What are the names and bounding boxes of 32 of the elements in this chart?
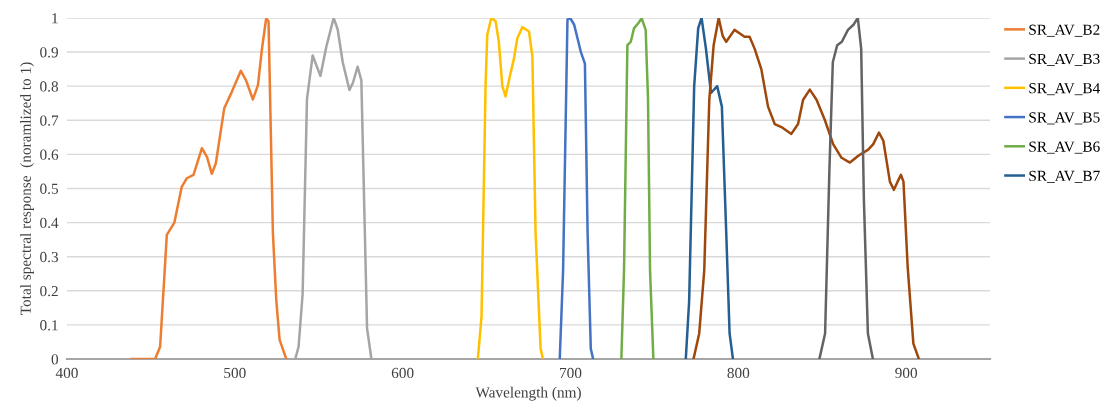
x-tick-label: 500 [224,367,246,379]
legend-label: SR_AV_B5 [1029,112,1100,125]
line-series [818,17,875,360]
x-tick-label: 400 [55,367,78,379]
legend-label: SR_AV_B3 [1029,53,1100,66]
legend-label: SR_AV_B6 [1029,141,1100,154]
y-tick-label: 0.8 [40,81,59,92]
line-series [130,17,288,360]
line-series [620,17,655,360]
x-tick-label: 900 [895,367,918,379]
y-tick-label: 0.7 [40,115,59,126]
y-tick-label: 0.2 [40,285,58,297]
y-tick-label: 0.9 [40,47,58,58]
legend-label: SR_AV_B4 [1029,83,1100,96]
line-series [692,17,921,360]
y-tick-label: 0 [51,354,59,365]
legend-label: SR_AV_B2 [1029,24,1100,37]
y-tick-label: 0.4 [40,217,59,229]
y-tick-label: 0.3 [40,251,59,263]
line-series [684,17,735,360]
y-tick-label: 0.1 [40,320,58,331]
x-tick-label: 600 [391,367,414,379]
y-tick-label: 0.6 [40,149,59,160]
line-series [558,17,595,360]
x-tick-label: 700 [560,367,582,379]
x-axis-title: Wavelength (nm) [475,386,581,401]
y-axis-title: Total spectral response (noramlized to 1) [20,62,34,315]
x-tick-label: 800 [727,367,750,379]
legend-label: SR_AV_B7 [1029,170,1100,183]
line-series [476,17,545,360]
y-tick-label: 0.5 [40,183,59,194]
y-tick-label: 1 [52,13,58,24]
